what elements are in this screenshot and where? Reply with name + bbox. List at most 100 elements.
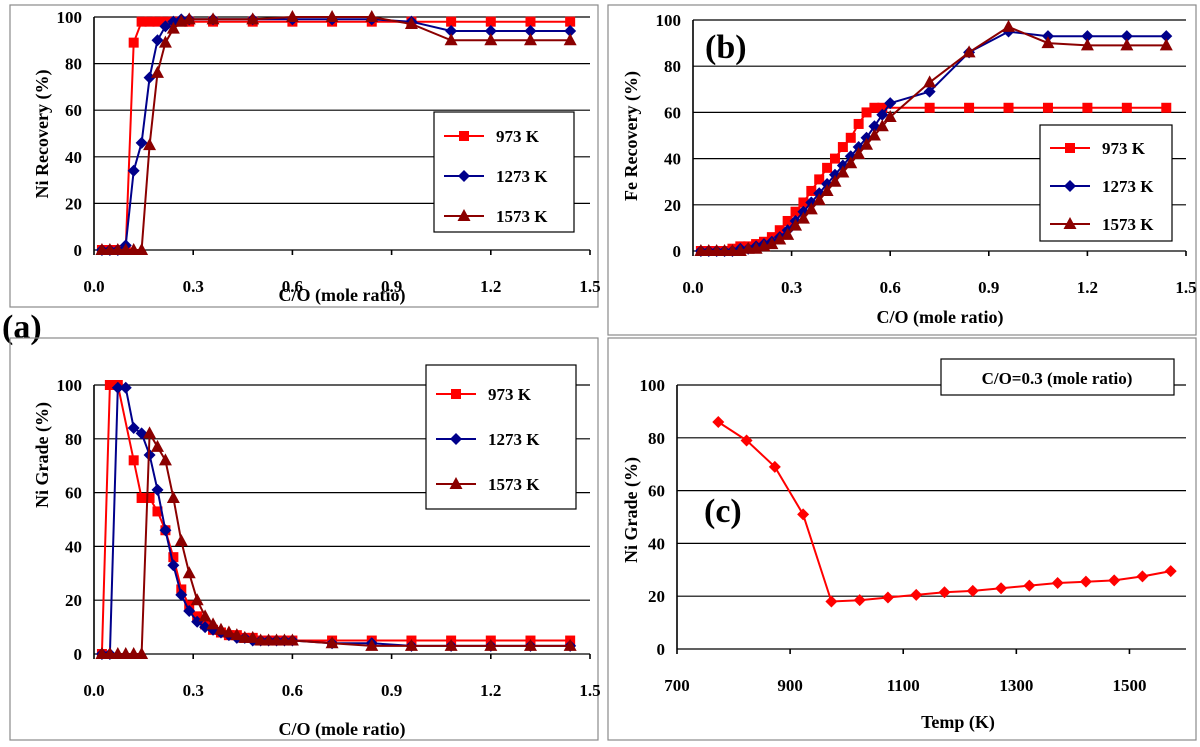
- chart-frame: [9, 337, 599, 741]
- data-point: [875, 119, 889, 132]
- chart-ni-recovery: 0 20 40 60 80 100 0.0 0.3 0.6 0.9 1.2 1.5 Ni Recove…: [9, 4, 601, 308]
- x-tick-label: 1100: [887, 676, 920, 695]
- data-point: [135, 136, 148, 149]
- x-axis-label: C/O (mole ratio): [877, 307, 1004, 328]
- data-point: [844, 156, 858, 169]
- x-tick-label: 0.0: [83, 277, 104, 296]
- data-point: [214, 622, 228, 635]
- data-point: [774, 225, 785, 236]
- data-point: [836, 165, 850, 178]
- data-point: [924, 102, 935, 113]
- data-point: [814, 174, 825, 185]
- data-point: [151, 34, 164, 47]
- x-axis-label: C/O (mole ratio): [279, 285, 406, 306]
- data-point: [923, 75, 937, 88]
- y-tick-label: 80: [664, 57, 681, 76]
- x-tick-label: 0.3: [781, 278, 802, 297]
- data-point: [159, 524, 172, 537]
- x-tick-label: 0.3: [183, 681, 204, 700]
- data-point: [168, 552, 179, 563]
- legend-marker: [458, 170, 470, 182]
- chart-frame: [607, 337, 1197, 741]
- data-point: [883, 110, 897, 123]
- data-point: [174, 534, 188, 547]
- data-point: [183, 604, 196, 617]
- data-point: [877, 102, 888, 113]
- data-point: [136, 492, 147, 503]
- data-point: [781, 227, 795, 240]
- data-point: [246, 630, 260, 643]
- data-point: [797, 508, 810, 521]
- data-point: [1080, 38, 1094, 51]
- data-point: [525, 16, 536, 27]
- x-tick-label: 1.5: [1175, 278, 1196, 297]
- data-point: [938, 586, 951, 599]
- x-tick-label: 700: [664, 676, 690, 695]
- data-point: [152, 16, 163, 27]
- data-point: [563, 33, 577, 46]
- data-point: [222, 625, 236, 638]
- y-tick-label: 40: [648, 534, 665, 553]
- x-tick-label: 0.3: [183, 277, 204, 296]
- y-tick-label: 20: [664, 196, 681, 215]
- data-point: [1161, 102, 1172, 113]
- panel-label-a: (a): [2, 309, 42, 346]
- data-point: [182, 566, 196, 579]
- x-tick-label: 1.5: [579, 277, 600, 296]
- data-point: [1159, 38, 1173, 51]
- data-point: [166, 490, 180, 503]
- data-point: [1121, 102, 1132, 113]
- data-point: [804, 202, 818, 215]
- data-point: [1041, 36, 1055, 49]
- data-point: [1002, 19, 1016, 32]
- x-axis-label: C/O (mole ratio): [279, 719, 406, 740]
- data-point: [206, 12, 220, 25]
- y-tick-label: 0: [74, 645, 83, 664]
- data-point: [444, 638, 458, 651]
- y-axis-label: Ni Grade (%): [621, 457, 642, 563]
- x-tick-label: 0.6: [282, 277, 303, 296]
- legend-label: 1273 K: [1102, 177, 1154, 196]
- chart-ni-grade-co: 0 20 40 60 80 100 0.0 0.3 0.6 0.9 1.2 1.5 Ni Grade …: [9, 337, 601, 741]
- y-tick-label: 60: [65, 101, 82, 120]
- data-point: [135, 243, 149, 255]
- data-point: [104, 380, 115, 390]
- legend: 973 K 1273 K 1573 K: [1039, 124, 1173, 242]
- y-tick-label: 20: [65, 194, 82, 213]
- data-point: [523, 638, 537, 651]
- data-point: [829, 153, 840, 164]
- data-point: [861, 107, 872, 118]
- y-tick-label: 80: [65, 430, 82, 449]
- y-tick-label: 40: [65, 537, 82, 556]
- legend-label: 973 K: [488, 385, 532, 404]
- data-point: [966, 584, 979, 597]
- data-point: [446, 16, 457, 27]
- legend-marker: [1064, 180, 1076, 192]
- legend-label: 973 K: [1102, 139, 1146, 158]
- y-axis-label: Ni Recovery (%): [32, 70, 53, 199]
- y-tick-label: 20: [65, 591, 82, 610]
- x-tick-label: 0.0: [83, 681, 104, 700]
- data-point: [485, 16, 496, 27]
- data-point: [995, 582, 1008, 595]
- data-point: [564, 24, 577, 37]
- data-point: [867, 128, 881, 141]
- chart-frame: [9, 4, 599, 308]
- data-point: [166, 21, 180, 34]
- y-tick-label: 0: [673, 242, 682, 261]
- panel-label-c: (c): [704, 493, 742, 530]
- x-tick-label: 1.2: [480, 681, 501, 700]
- y-tick-label: 80: [648, 429, 665, 448]
- data-point: [206, 617, 220, 630]
- data-point: [136, 16, 147, 27]
- data-point: [152, 506, 163, 517]
- data-point: [1023, 579, 1036, 592]
- data-point: [876, 108, 889, 121]
- data-point: [773, 232, 787, 245]
- x-tick-label: 0.9: [978, 278, 999, 297]
- data-point: [565, 16, 576, 27]
- data-point: [798, 197, 809, 208]
- data-point: [860, 137, 874, 150]
- data-point: [964, 102, 975, 113]
- data-point: [285, 633, 299, 646]
